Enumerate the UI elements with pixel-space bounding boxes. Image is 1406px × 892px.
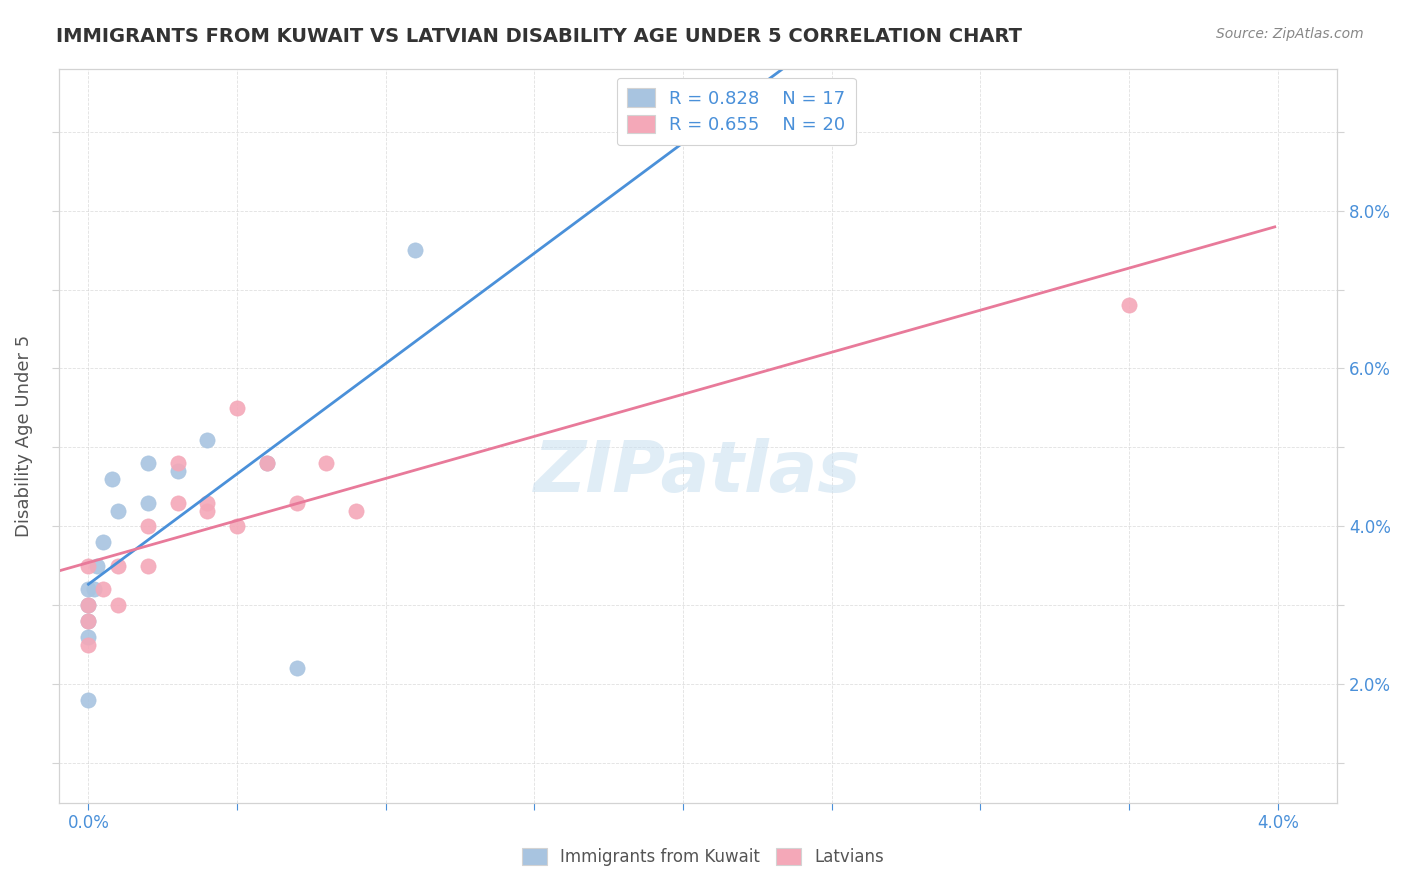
Point — [226, 519, 249, 533]
Point — [405, 243, 427, 257]
Point — [195, 433, 218, 447]
Point — [77, 599, 100, 613]
Point — [256, 456, 278, 470]
Point — [166, 456, 188, 470]
Point — [91, 582, 114, 597]
Point — [195, 503, 218, 517]
Point — [136, 519, 159, 533]
Point — [77, 614, 100, 628]
Point — [86, 558, 108, 573]
Point — [77, 638, 100, 652]
Point — [77, 582, 100, 597]
Point — [77, 630, 100, 644]
Point — [107, 558, 129, 573]
Point — [136, 558, 159, 573]
Point — [107, 599, 129, 613]
Point — [77, 558, 100, 573]
Point — [136, 496, 159, 510]
Text: Source: ZipAtlas.com: Source: ZipAtlas.com — [1216, 27, 1364, 41]
Point — [285, 496, 308, 510]
Point — [83, 582, 105, 597]
Point — [91, 535, 114, 549]
Text: ZIPatlas: ZIPatlas — [534, 438, 862, 507]
Point — [166, 496, 188, 510]
Text: IMMIGRANTS FROM KUWAIT VS LATVIAN DISABILITY AGE UNDER 5 CORRELATION CHART: IMMIGRANTS FROM KUWAIT VS LATVIAN DISABI… — [56, 27, 1022, 45]
Point — [344, 503, 367, 517]
Point — [1118, 298, 1140, 312]
Point — [195, 496, 218, 510]
Point — [77, 693, 100, 707]
Point — [101, 472, 124, 486]
Point — [77, 614, 100, 628]
Point — [166, 464, 188, 478]
Point — [77, 599, 100, 613]
Point — [315, 456, 337, 470]
Legend: R = 0.828    N = 17, R = 0.655    N = 20: R = 0.828 N = 17, R = 0.655 N = 20 — [617, 78, 856, 145]
Legend: Immigrants from Kuwait, Latvians: Immigrants from Kuwait, Latvians — [513, 840, 893, 875]
Point — [107, 503, 129, 517]
Y-axis label: Disability Age Under 5: Disability Age Under 5 — [15, 334, 32, 537]
Point — [226, 401, 249, 415]
Point — [256, 456, 278, 470]
Point — [285, 661, 308, 675]
Point — [136, 456, 159, 470]
